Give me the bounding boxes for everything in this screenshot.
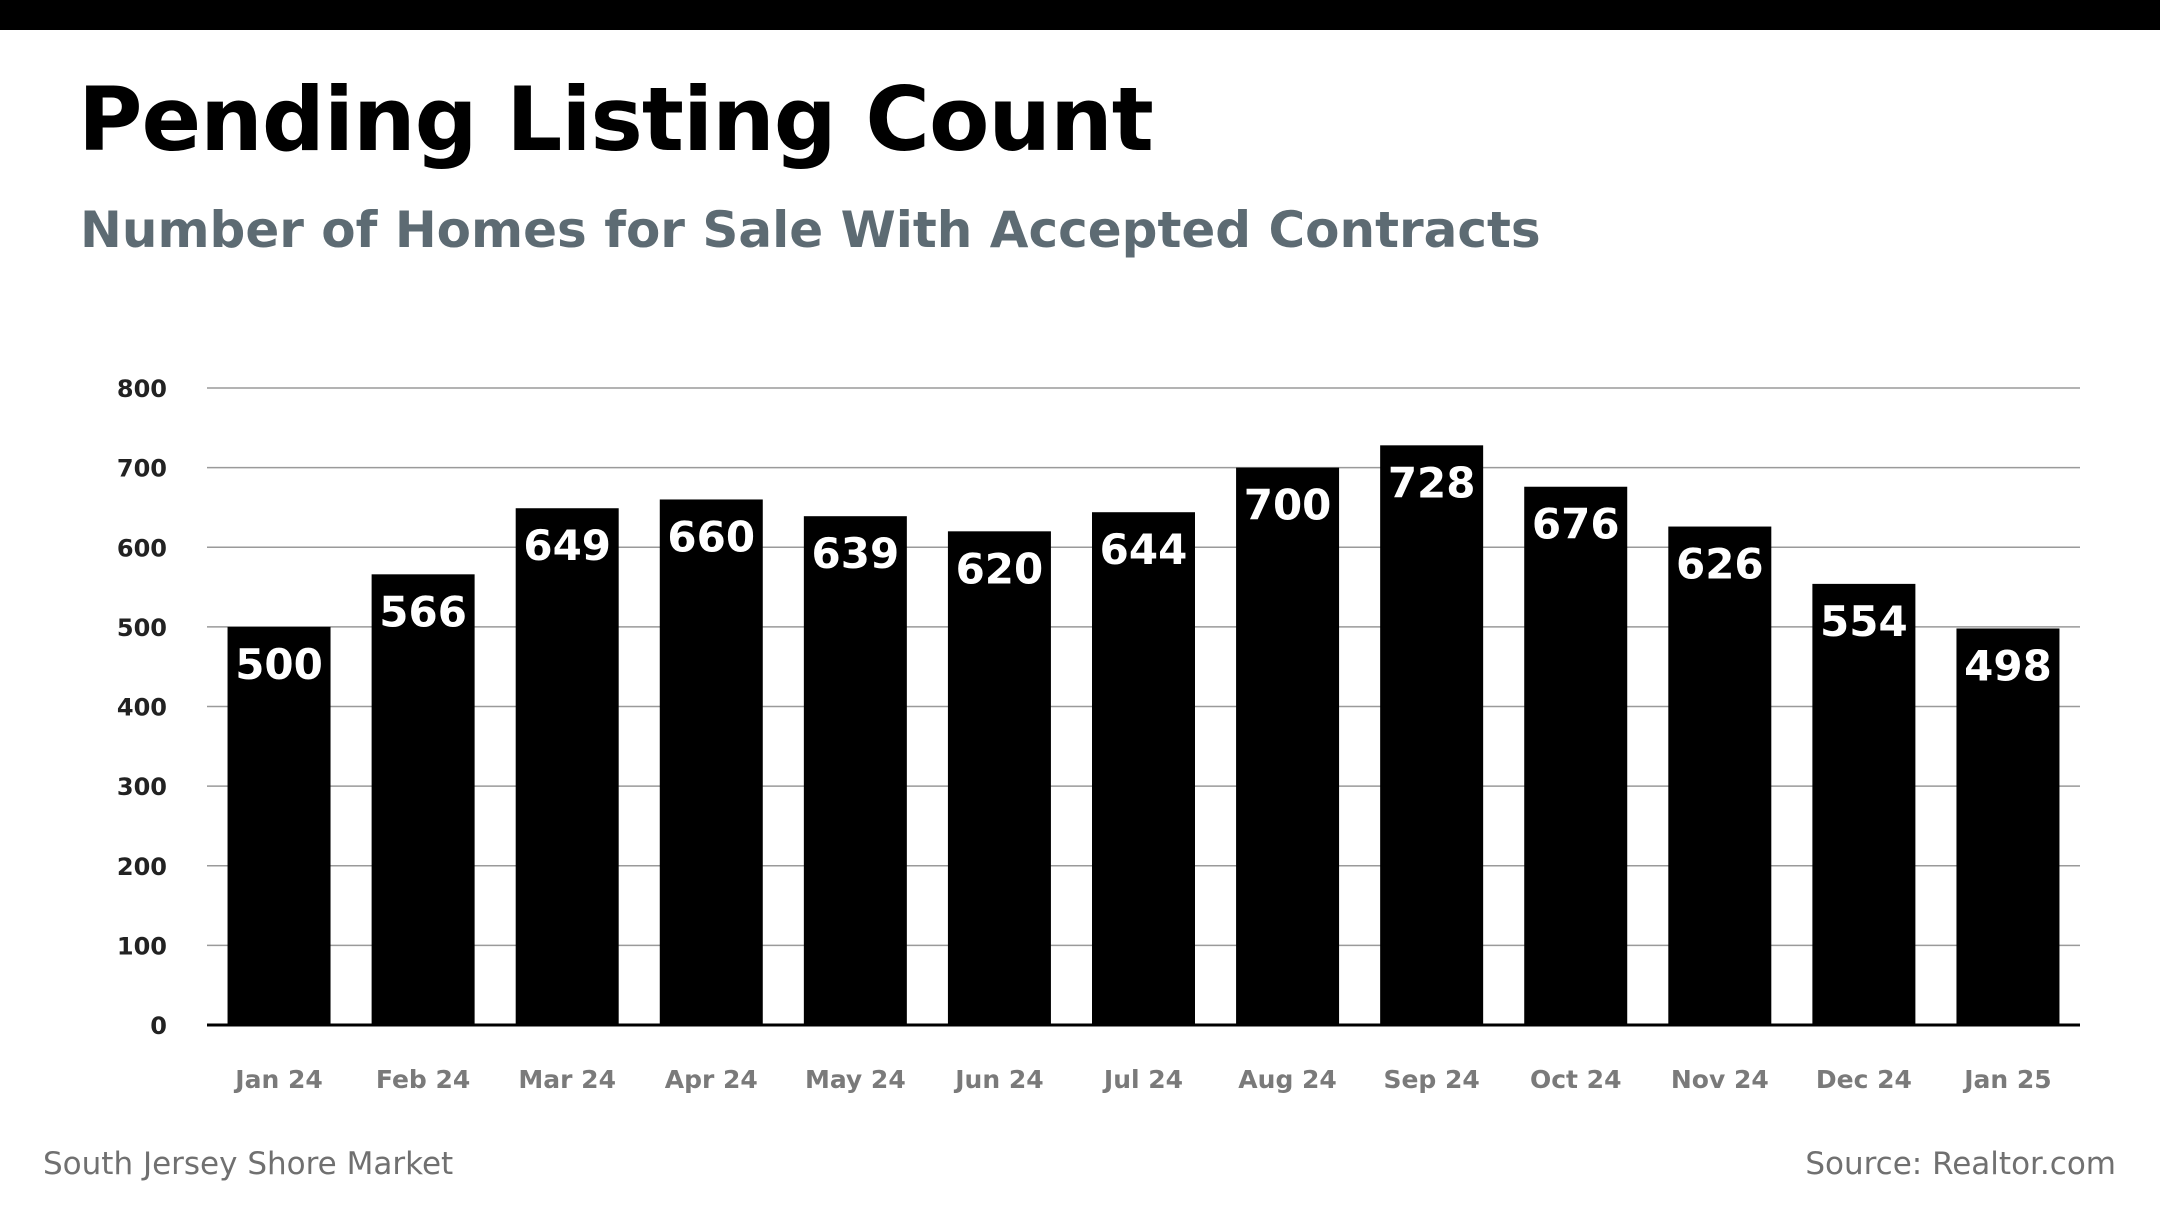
- x-tick-label: Nov 24: [1671, 1065, 1769, 1094]
- market-name: South Jersey Shore Market: [43, 1146, 454, 1182]
- bar: [1380, 445, 1484, 1026]
- y-tick-label: 100: [117, 932, 167, 960]
- bar: [1092, 512, 1195, 1025]
- bar: [1236, 467, 1340, 1025]
- x-tick-label: Jan 24: [233, 1065, 322, 1094]
- x-tick-label: Sep 24: [1383, 1065, 1479, 1094]
- bar-value-label: 498: [1964, 641, 2052, 690]
- y-tick-label: 300: [117, 773, 167, 801]
- bar-value-label: 554: [1820, 597, 1908, 646]
- bar: [1524, 486, 1628, 1025]
- bar: [803, 516, 907, 1025]
- bar-value-label: 700: [1244, 481, 1332, 530]
- y-tick-label: 0: [150, 1012, 167, 1040]
- x-axis-ticks: Jan 24 Feb 24 Mar 24 Apr 24 May 24 Jun 24 Jul …: [233, 1065, 2051, 1094]
- bar-value-label: 566: [379, 587, 467, 636]
- bars: [227, 445, 2060, 1026]
- bar: [227, 626, 331, 1025]
- x-tick-label: Oct 24: [1530, 1065, 1622, 1094]
- bar-value-label: 639: [812, 529, 900, 578]
- bar-value-label: 500: [235, 640, 323, 689]
- bar-value-label: 620: [956, 544, 1044, 593]
- y-tick-label: 700: [117, 455, 167, 483]
- bar-value-labels: 500 566 649 660 639 620 644 700 728 676 626 554 498: [235, 458, 2052, 690]
- y-tick-label: 500: [117, 614, 167, 642]
- bar: [371, 574, 475, 1025]
- chart-subtitle: Number of Homes for Sale With Accepted C…: [80, 201, 1541, 259]
- x-tick-label: Jan 25: [1962, 1065, 2051, 1094]
- bar: [659, 499, 763, 1026]
- top-black-bar: [0, 0, 2160, 30]
- bar: [947, 531, 1051, 1025]
- y-tick-label: 600: [117, 534, 167, 562]
- x-tick-label: Mar 24: [518, 1065, 616, 1094]
- bar-value-label: 728: [1388, 458, 1476, 507]
- bar-value-label: 626: [1676, 540, 1764, 589]
- x-tick-label: Apr 24: [665, 1065, 758, 1094]
- x-tick-label: Jun 24: [953, 1065, 1043, 1094]
- x-tick-label: May 24: [805, 1065, 906, 1094]
- y-tick-label: 800: [117, 375, 167, 403]
- bar: [1668, 526, 1772, 1025]
- x-tick-label: Aug 24: [1238, 1065, 1337, 1094]
- x-tick-label: Jul 24: [1102, 1065, 1183, 1094]
- bar-value-label: 676: [1532, 500, 1620, 549]
- y-tick-label: 200: [117, 853, 167, 881]
- bar-value-label: 649: [523, 521, 611, 570]
- data-source: Source: Realtor.com: [1805, 1146, 2116, 1182]
- y-axis-ticks: 0 100 200 300 400 500 600 700 800: [117, 375, 167, 1040]
- x-tick-label: Dec 24: [1816, 1065, 1912, 1094]
- bar: [1812, 583, 1916, 1025]
- bar: [515, 508, 619, 1025]
- x-tick-label: Feb 24: [376, 1065, 470, 1094]
- bar-value-label: 660: [667, 512, 755, 561]
- chart-title: Pending Listing Count: [78, 68, 1154, 171]
- bar: [1956, 628, 2060, 1025]
- bar-value-label: 644: [1100, 525, 1188, 574]
- y-tick-label: 400: [117, 694, 167, 722]
